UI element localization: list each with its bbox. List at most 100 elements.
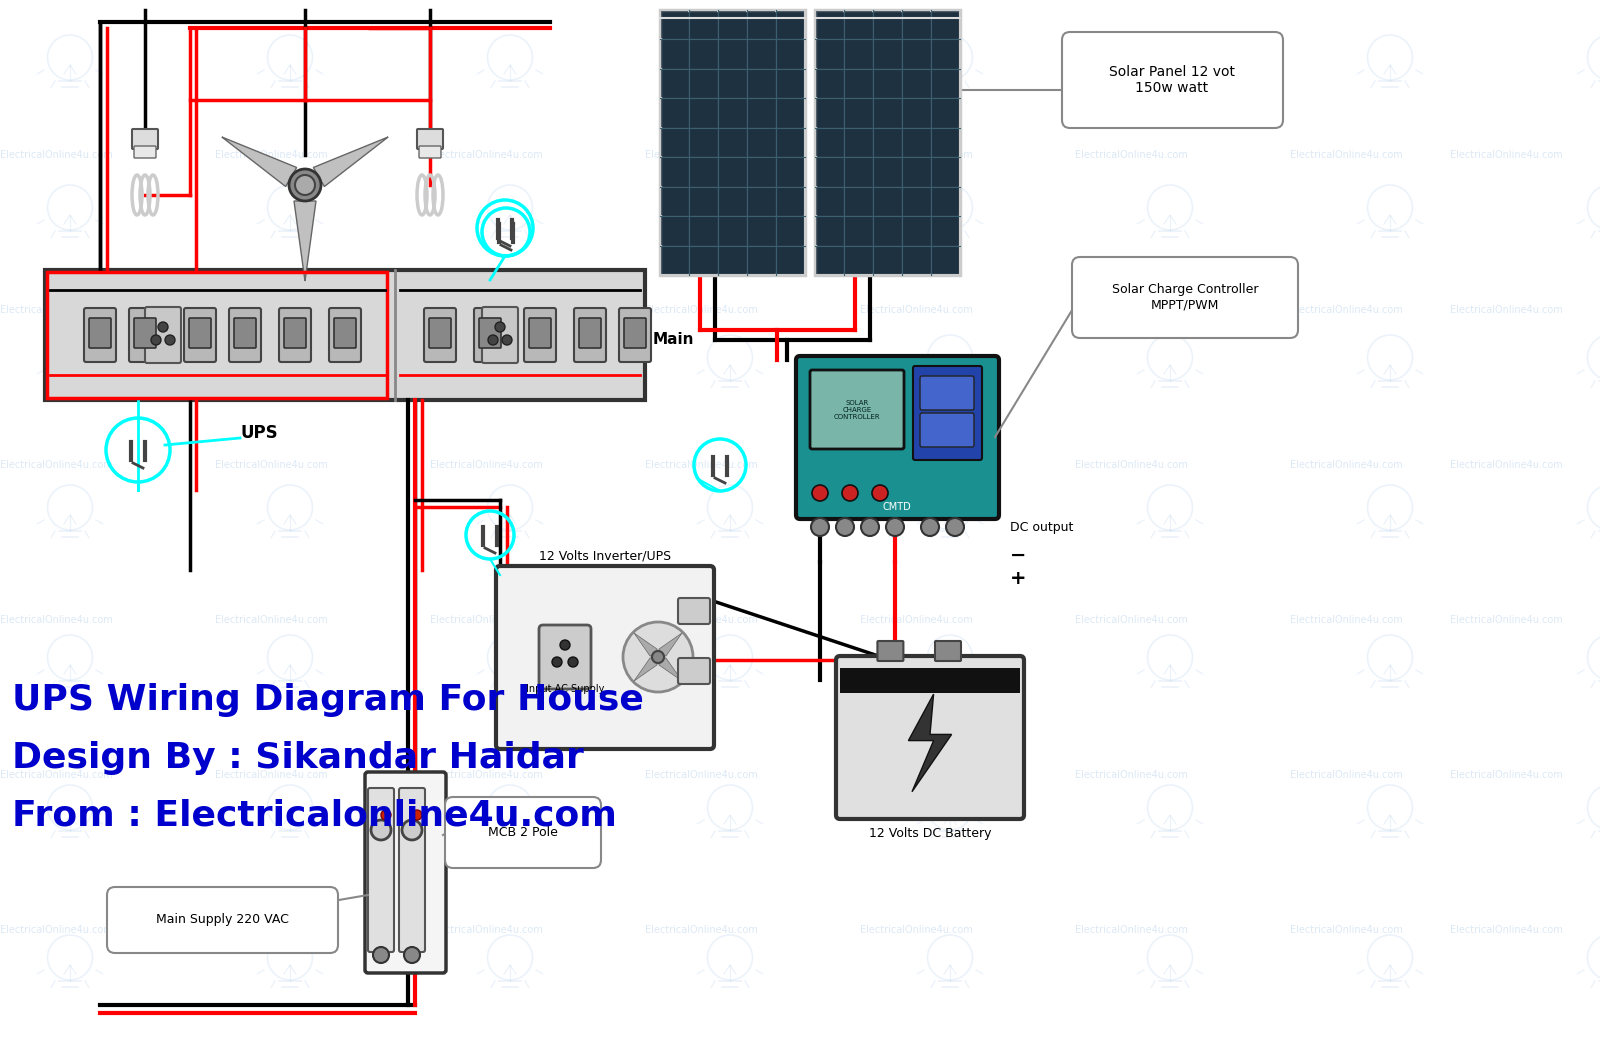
FancyBboxPatch shape — [579, 318, 602, 348]
FancyBboxPatch shape — [778, 11, 805, 39]
Text: ElectricalOnline4u.com: ElectricalOnline4u.com — [1075, 615, 1187, 625]
FancyBboxPatch shape — [902, 69, 930, 98]
Text: −: − — [1010, 546, 1026, 565]
Text: ElectricalOnline4u.com: ElectricalOnline4u.com — [861, 460, 973, 470]
FancyBboxPatch shape — [845, 217, 872, 244]
FancyBboxPatch shape — [429, 318, 451, 348]
FancyBboxPatch shape — [816, 99, 843, 127]
Circle shape — [568, 658, 578, 667]
FancyBboxPatch shape — [816, 128, 843, 157]
Text: Solar Charge Controller
MPPT/PWM: Solar Charge Controller MPPT/PWM — [1112, 283, 1258, 311]
Text: ElectricalOnline4u.com: ElectricalOnline4u.com — [1075, 925, 1187, 935]
Text: Input AC Supply: Input AC Supply — [526, 684, 605, 694]
Polygon shape — [222, 137, 296, 186]
FancyBboxPatch shape — [902, 11, 930, 39]
FancyBboxPatch shape — [661, 187, 688, 215]
FancyBboxPatch shape — [718, 99, 746, 127]
FancyBboxPatch shape — [749, 128, 774, 157]
Text: ElectricalOnline4u.com: ElectricalOnline4u.com — [0, 305, 112, 315]
FancyBboxPatch shape — [624, 318, 646, 348]
FancyBboxPatch shape — [661, 246, 688, 274]
FancyBboxPatch shape — [330, 308, 362, 362]
Text: ElectricalOnline4u.com: ElectricalOnline4u.com — [1450, 615, 1563, 625]
FancyBboxPatch shape — [902, 128, 930, 157]
FancyBboxPatch shape — [718, 246, 746, 274]
FancyBboxPatch shape — [840, 668, 1021, 693]
Circle shape — [552, 658, 562, 667]
Text: ElectricalOnline4u.com: ElectricalOnline4u.com — [0, 925, 112, 935]
FancyBboxPatch shape — [931, 128, 958, 157]
FancyBboxPatch shape — [749, 217, 774, 244]
Circle shape — [373, 947, 389, 963]
FancyBboxPatch shape — [920, 376, 974, 410]
FancyBboxPatch shape — [931, 11, 958, 39]
FancyBboxPatch shape — [816, 246, 843, 274]
FancyBboxPatch shape — [619, 308, 651, 362]
Text: ElectricalOnline4u.com: ElectricalOnline4u.com — [0, 150, 112, 160]
FancyBboxPatch shape — [718, 40, 746, 68]
FancyBboxPatch shape — [690, 69, 717, 98]
Polygon shape — [659, 658, 682, 681]
Text: ElectricalOnline4u.com: ElectricalOnline4u.com — [1075, 150, 1187, 160]
FancyBboxPatch shape — [482, 307, 518, 363]
FancyBboxPatch shape — [749, 246, 774, 274]
FancyBboxPatch shape — [189, 318, 211, 348]
Text: Solar Panel 12 vot
150w watt: Solar Panel 12 vot 150w watt — [1109, 65, 1235, 95]
FancyBboxPatch shape — [1062, 32, 1283, 128]
Text: Main Supply 220 VAC: Main Supply 220 VAC — [155, 913, 288, 927]
Text: ElectricalOnline4u.com: ElectricalOnline4u.com — [1450, 925, 1563, 935]
Polygon shape — [659, 633, 682, 656]
Circle shape — [403, 947, 419, 963]
Text: ElectricalOnline4u.com: ElectricalOnline4u.com — [0, 615, 112, 625]
FancyBboxPatch shape — [690, 217, 717, 244]
Circle shape — [371, 820, 390, 839]
FancyBboxPatch shape — [874, 69, 901, 98]
FancyBboxPatch shape — [83, 308, 115, 362]
FancyBboxPatch shape — [874, 187, 901, 215]
FancyBboxPatch shape — [418, 129, 443, 149]
FancyBboxPatch shape — [661, 128, 688, 157]
FancyBboxPatch shape — [931, 40, 958, 68]
FancyBboxPatch shape — [90, 318, 110, 348]
FancyBboxPatch shape — [530, 318, 550, 348]
Text: ElectricalOnline4u.com: ElectricalOnline4u.com — [214, 925, 328, 935]
FancyBboxPatch shape — [749, 11, 774, 39]
FancyBboxPatch shape — [874, 158, 901, 185]
FancyBboxPatch shape — [931, 99, 958, 127]
Circle shape — [946, 518, 963, 537]
FancyBboxPatch shape — [902, 187, 930, 215]
FancyBboxPatch shape — [478, 318, 501, 348]
FancyBboxPatch shape — [398, 788, 426, 952]
FancyBboxPatch shape — [718, 217, 746, 244]
Circle shape — [622, 622, 693, 692]
Text: ElectricalOnline4u.com: ElectricalOnline4u.com — [214, 770, 328, 780]
FancyBboxPatch shape — [835, 656, 1024, 820]
Text: ElectricalOnline4u.com: ElectricalOnline4u.com — [430, 615, 542, 625]
Text: ElectricalOnline4u.com: ElectricalOnline4u.com — [645, 615, 758, 625]
FancyBboxPatch shape — [920, 413, 974, 447]
Text: ElectricalOnline4u.com: ElectricalOnline4u.com — [430, 925, 542, 935]
FancyBboxPatch shape — [816, 69, 843, 98]
Text: ElectricalOnline4u.com: ElectricalOnline4u.com — [214, 305, 328, 315]
FancyBboxPatch shape — [874, 128, 901, 157]
FancyBboxPatch shape — [184, 308, 216, 362]
FancyBboxPatch shape — [931, 246, 958, 274]
Circle shape — [835, 518, 854, 537]
FancyBboxPatch shape — [902, 217, 930, 244]
FancyBboxPatch shape — [678, 598, 710, 624]
Circle shape — [494, 322, 506, 332]
Circle shape — [402, 820, 422, 839]
FancyBboxPatch shape — [874, 246, 901, 274]
Circle shape — [150, 335, 162, 345]
FancyBboxPatch shape — [445, 797, 602, 868]
FancyBboxPatch shape — [525, 308, 557, 362]
FancyBboxPatch shape — [718, 158, 746, 185]
Text: UPS: UPS — [240, 424, 278, 442]
FancyBboxPatch shape — [749, 99, 774, 127]
FancyBboxPatch shape — [874, 99, 901, 127]
FancyBboxPatch shape — [690, 187, 717, 215]
Polygon shape — [294, 201, 317, 281]
FancyBboxPatch shape — [661, 158, 688, 185]
FancyBboxPatch shape — [816, 11, 843, 39]
FancyBboxPatch shape — [778, 217, 805, 244]
